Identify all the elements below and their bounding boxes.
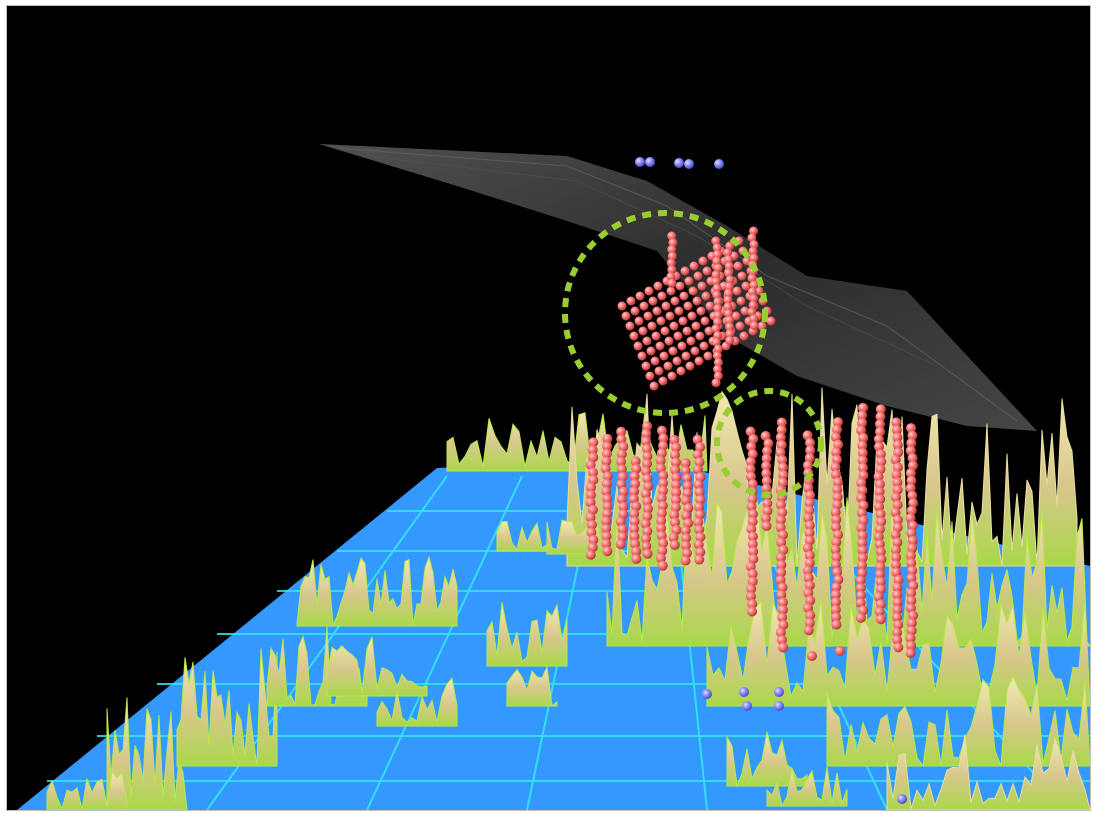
station-markers [635, 157, 907, 804]
highlight-circle-lower [714, 388, 824, 498]
highlight-circle-upper [562, 210, 768, 416]
3d-visualization-frame [6, 5, 1091, 811]
3d-scene [7, 6, 1090, 810]
